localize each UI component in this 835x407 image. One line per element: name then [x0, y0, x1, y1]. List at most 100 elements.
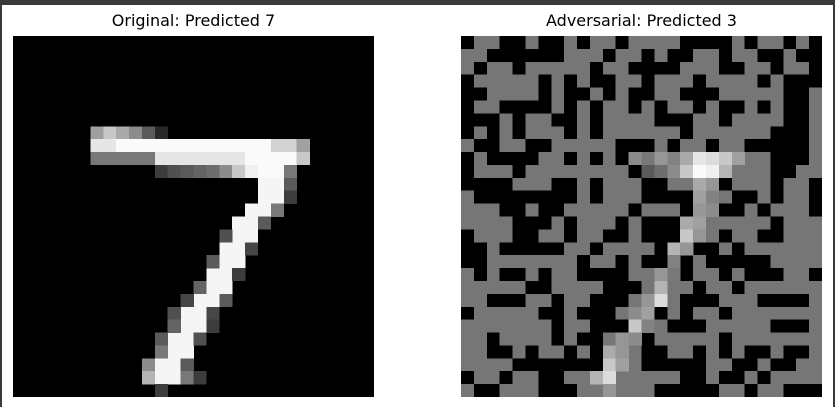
- adversarial-pixel: [577, 177, 591, 191]
- adversarial-pixel: [486, 242, 500, 256]
- adversarial-pixel: [705, 87, 720, 101]
- adversarial-pixel: [641, 190, 655, 204]
- adversarial-pixel: [770, 126, 784, 140]
- adversarial-pixel: [589, 306, 604, 320]
- adversarial-pixel: [628, 113, 642, 127]
- adversarial-pixel: [731, 332, 745, 346]
- adversarial-pixel: [680, 203, 694, 217]
- adversarial-pixel: [757, 345, 771, 359]
- adversarial-pixel: [693, 61, 707, 75]
- adversarial-pixel: [744, 177, 758, 191]
- adversarial-pixel: [628, 87, 642, 101]
- adversarial-pixel: [473, 268, 488, 282]
- adversarial-pixel: [551, 87, 565, 101]
- adversarial-pixel: [499, 74, 513, 88]
- adversarial-pixel: [589, 139, 604, 153]
- adversarial-pixel: [564, 306, 578, 320]
- adversarial-pixel: [641, 177, 655, 191]
- adversarial-pixel: [641, 152, 655, 166]
- adversarial-pixel: [615, 126, 629, 140]
- adversarial-pixel: [564, 319, 578, 333]
- adversarial-pixel: [693, 139, 707, 153]
- adversarial-pixel: [744, 152, 758, 166]
- adversarial-pixel: [705, 100, 720, 114]
- adversarial-pixel: [667, 216, 681, 230]
- adversarial-pixel: [757, 74, 771, 88]
- adversarial-pixel: [602, 203, 616, 217]
- adversarial-pixel: [680, 293, 694, 308]
- adversarial-pixel: [770, 164, 784, 179]
- adversarial-pixel: [486, 48, 500, 63]
- adversarial-pixel: [783, 139, 797, 153]
- adversarial-pixel: [641, 74, 655, 88]
- adversarial-pixel: [538, 61, 552, 75]
- adversarial-pixel: [512, 177, 526, 191]
- adversarial-pixel: [757, 61, 771, 75]
- adversarial-pixel: [602, 242, 616, 256]
- adversarial-pixel: [718, 216, 733, 230]
- digit-pixel: [206, 280, 220, 295]
- adversarial-pixel: [783, 319, 797, 333]
- adversarial-pixel: [486, 229, 500, 243]
- digit-pixel: [219, 293, 233, 308]
- adversarial-pixel: [628, 139, 642, 153]
- adversarial-pixel: [770, 36, 784, 50]
- adversarial-pixel: [525, 280, 539, 295]
- adversarial-pixel: [512, 190, 526, 204]
- adversarial-pixel: [589, 36, 604, 50]
- adversarial-pixel: [589, 164, 604, 179]
- adversarial-pixel: [499, 280, 513, 295]
- adversarial-pixel: [744, 139, 758, 153]
- adversarial-pixel: [693, 190, 707, 204]
- adversarial-pixel: [731, 113, 745, 127]
- adversarial-pixel: [667, 61, 681, 75]
- adversarial-pixel: [796, 100, 810, 114]
- adversarial-pixel: [757, 319, 771, 333]
- adversarial-pixel: [602, 319, 616, 333]
- adversarial-pixel: [667, 255, 681, 269]
- digit-pixel: [193, 319, 207, 333]
- adversarial-pixel: [486, 280, 500, 295]
- adversarial-pixel: [770, 87, 784, 101]
- adversarial-pixel: [770, 177, 784, 191]
- adversarial-pixel: [525, 177, 539, 191]
- adversarial-pixel: [525, 229, 539, 243]
- digit-pixel: [129, 152, 143, 166]
- adversarial-pixel: [770, 203, 784, 217]
- digit-pixel: [232, 139, 246, 153]
- adversarial-pixel: [770, 242, 784, 256]
- adversarial-pixel: [615, 280, 629, 295]
- adversarial-pixel: [693, 74, 707, 88]
- adversarial-pixel: [744, 164, 758, 179]
- adversarial-pixel: [744, 384, 758, 397]
- adversarial-pixel: [461, 306, 475, 320]
- adversarial-pixel: [641, 61, 655, 75]
- window-top-border: [0, 0, 835, 5]
- adversarial-pixel: [461, 319, 475, 333]
- adversarial-pixel: [538, 203, 552, 217]
- adversarial-pixel: [628, 384, 642, 397]
- adversarial-pixel: [654, 113, 668, 127]
- adversarial-pixel: [602, 113, 616, 127]
- adversarial-pixel: [641, 100, 655, 114]
- adversarial-pixel: [577, 384, 591, 397]
- adversarial-pixel: [809, 126, 822, 140]
- digit-pixel: [206, 268, 220, 282]
- adversarial-pixel: [589, 384, 604, 397]
- adversarial-pixel: [783, 164, 797, 179]
- digit-pixel: [245, 139, 259, 153]
- adversarial-pixel: [473, 371, 488, 385]
- adversarial-pixel: [770, 319, 784, 333]
- adversarial-pixel: [744, 306, 758, 320]
- adversarial-pixel: [461, 48, 475, 63]
- adversarial-pixel: [551, 100, 565, 114]
- adversarial-pixel: [641, 113, 655, 127]
- adversarial-pixel: [693, 358, 707, 372]
- adversarial-pixel: [602, 190, 616, 204]
- adversarial-pixel: [538, 100, 552, 114]
- adversarial-pixel: [654, 48, 668, 63]
- adversarial-pixel: [525, 152, 539, 166]
- adversarial-pixel: [770, 358, 784, 372]
- adversarial-pixel: [577, 74, 591, 88]
- digit-pixel: [154, 384, 168, 397]
